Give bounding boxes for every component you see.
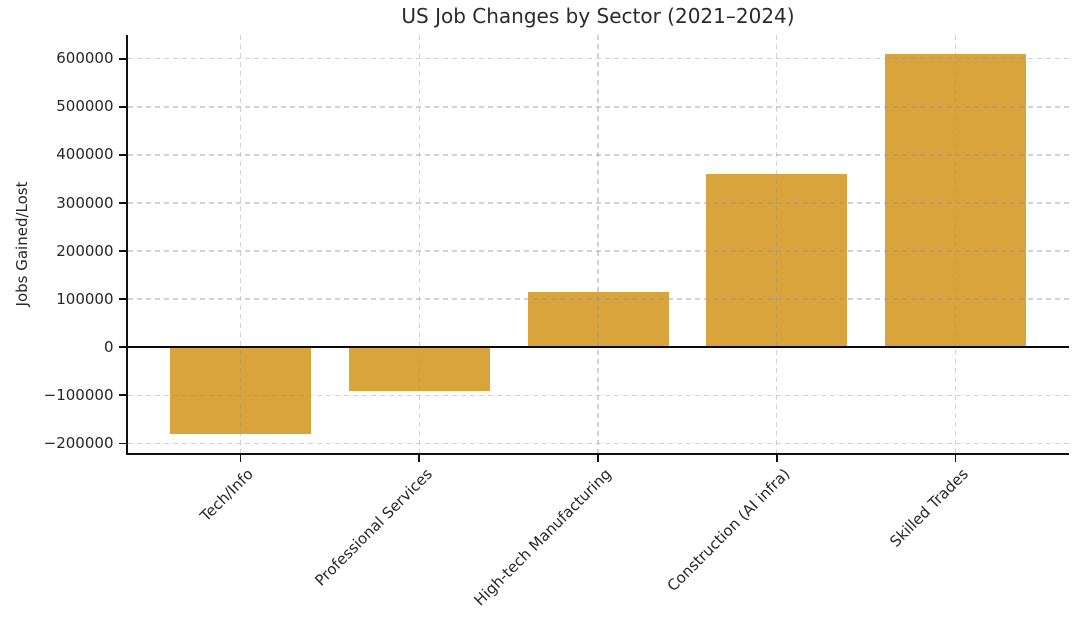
grid-line-h <box>127 154 1069 156</box>
y-tick-mark <box>118 346 126 349</box>
bottom-spine <box>125 452 1069 455</box>
x-tick-mark <box>597 454 599 462</box>
grid-line-v <box>954 35 957 453</box>
bar-tech-info <box>170 347 311 434</box>
bar-construction-ai-infra <box>706 174 848 348</box>
y-tick-label: 0 <box>103 337 114 356</box>
grid-line-h <box>127 442 1069 445</box>
y-tick-label: 600000 <box>56 49 114 68</box>
y-tick-mark <box>118 202 126 204</box>
x-tick-label: Professional Services <box>311 464 436 590</box>
y-tick-mark <box>118 394 126 397</box>
bar-skilled-trades <box>885 53 1026 348</box>
x-tick-mark <box>775 454 778 462</box>
y-tick-label: 100000 <box>56 289 114 308</box>
grid-line-h <box>127 202 1069 204</box>
grid-line-h <box>127 250 1069 252</box>
y-tick-mark <box>118 442 126 445</box>
bar-professional-services <box>348 347 490 392</box>
left-spine <box>125 35 128 455</box>
y-tick-label: 300000 <box>56 193 114 212</box>
x-tick-mark <box>239 454 242 462</box>
x-tick-label: Construction (AI infra) <box>663 464 794 595</box>
grid-line-h <box>127 298 1069 300</box>
y-tick-mark <box>118 154 126 156</box>
grid-line-h <box>127 394 1069 397</box>
y-tick-label: 500000 <box>56 97 114 116</box>
grid-line-v <box>239 35 242 453</box>
y-tick-label: 200000 <box>56 241 114 260</box>
y-tick-label: −100000 <box>43 385 114 404</box>
y-tick-mark <box>118 57 126 60</box>
y-tick-label: 400000 <box>56 145 114 164</box>
x-tick-label: Tech/Info <box>197 464 258 525</box>
x-tick-label: Skilled Trades <box>886 464 973 551</box>
y-tick-mark <box>118 106 126 108</box>
grid-line-v <box>418 35 420 453</box>
y-tick-label: −200000 <box>43 433 114 452</box>
x-tick-mark <box>954 454 957 462</box>
grid-line-v <box>597 35 599 453</box>
y-tick-mark <box>118 298 126 301</box>
x-tick-mark <box>418 454 421 462</box>
y-tick-mark <box>118 250 126 252</box>
zero-line <box>125 346 1069 349</box>
grid-line-h <box>127 106 1069 108</box>
x-tick-label: High-tech Manufacturing <box>470 464 615 610</box>
grid-line-v <box>776 35 778 453</box>
chart-title: US Job Changes by Sector (2021–2024) <box>401 4 795 28</box>
y-axis-label: Jobs Gained/Lost <box>13 181 31 307</box>
bar-high-tech-manufacturing <box>527 291 669 348</box>
grid-line-h <box>127 58 1069 60</box>
